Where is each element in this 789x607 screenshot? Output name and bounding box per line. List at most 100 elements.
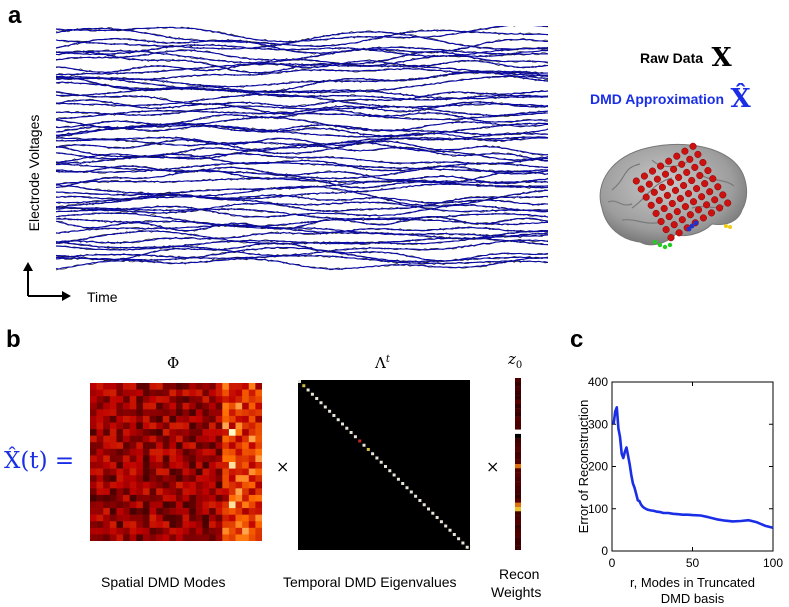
- heatmap-cell: [215, 442, 223, 450]
- heatmap-cell: [129, 402, 137, 410]
- heatmap-cell: [136, 462, 144, 469]
- recon-weights-vector: [515, 378, 521, 550]
- eigenvalue-entry: [452, 533, 456, 536]
- electrode-dot: [707, 209, 716, 217]
- heatmap-cell: [156, 409, 164, 417]
- dmd-trace: [56, 144, 548, 163]
- heatmap-cell: [116, 494, 124, 502]
- heatmap-cell: [123, 389, 130, 397]
- heatmap-cell: [222, 501, 230, 509]
- heatmap-cell: [222, 396, 230, 404]
- heatmap-cell: [96, 468, 104, 476]
- heatmap-cell: [182, 383, 190, 390]
- electrode-dot: [683, 168, 691, 176]
- heatmap-cell: [209, 501, 216, 509]
- heatmap-cell: [222, 521, 230, 529]
- heatmap-cell: [222, 462, 230, 469]
- weight-cell: [515, 382, 521, 387]
- heatmap-cell: [195, 415, 203, 423]
- weight-cell: [515, 485, 521, 490]
- heatmap-cell: [162, 534, 170, 541]
- heatmap-cell: [235, 389, 243, 397]
- heatmap-cell: [123, 435, 130, 443]
- heatmap-cell: [156, 455, 164, 463]
- eigenvalue-entry: [341, 422, 345, 426]
- heatmap-cell: [96, 455, 104, 463]
- heatmap-cell: [248, 462, 256, 469]
- heatmap-cell: [142, 448, 150, 456]
- eigenvalue-entry: [345, 426, 349, 430]
- heatmap-cell: [162, 396, 170, 404]
- electrode-dot: [681, 203, 689, 211]
- heatmap-cell: [169, 402, 177, 410]
- eigenvalue-entry: [375, 456, 379, 460]
- heatmap-cell: [116, 534, 124, 541]
- dmd-trace: [56, 99, 548, 114]
- heatmap-cell: [96, 475, 104, 483]
- heatmap-cell: [129, 514, 137, 522]
- heatmap-cell: [189, 415, 197, 423]
- dmd-trace: [56, 161, 548, 174]
- heatmap-cell: [242, 488, 250, 496]
- heatmap-cell: [156, 422, 164, 430]
- heatmap-cell: [235, 521, 243, 529]
- heatmap-cell: [116, 429, 124, 436]
- heatmap-cell: [255, 481, 262, 489]
- heatmap-cell: [182, 508, 190, 515]
- legend-dmd-label: DMD Approximation: [590, 91, 725, 107]
- heatmap-cell: [215, 429, 223, 436]
- heatmap-cell: [228, 488, 236, 496]
- heatmap-cell: [103, 442, 111, 450]
- heatmap-cell: [142, 429, 150, 436]
- heatmap-cell: [176, 415, 183, 423]
- dmd-trace: [56, 239, 548, 257]
- heatmap-cell: [222, 389, 230, 397]
- heatmap-cell: [255, 521, 262, 529]
- heatmap-cell: [235, 468, 243, 476]
- heatmap-cell: [149, 455, 157, 463]
- heatmap-cell: [176, 475, 183, 483]
- heatmap-cell: [255, 409, 262, 417]
- weight-cell: [515, 438, 521, 443]
- heatmap-cell: [90, 468, 97, 476]
- heatmap-cell: [202, 396, 210, 404]
- heatmap-cell: [248, 422, 256, 430]
- heatmap-cell: [109, 521, 117, 529]
- heatmap-cell: [96, 409, 104, 417]
- heatmap-cell: [156, 501, 164, 509]
- eigenvalue-entry: [422, 503, 426, 507]
- electrode-dot: [706, 188, 714, 196]
- weight-cell: [515, 511, 521, 516]
- heatmap-cell: [103, 475, 111, 483]
- heatmap-cell: [129, 534, 137, 541]
- heatmap-cell: [248, 455, 256, 463]
- heatmap-cell: [136, 415, 144, 423]
- heatmap-cell: [228, 521, 236, 529]
- heatmap-cell: [242, 481, 250, 489]
- heatmap-cell: [109, 402, 117, 410]
- weight-cell: [515, 425, 521, 430]
- heatmap-cell: [149, 383, 157, 390]
- legend-raw-label: Raw Data: [640, 50, 704, 66]
- weight-cell: [515, 494, 521, 499]
- heatmap-cell: [255, 402, 262, 410]
- dmd-trace: [56, 31, 548, 50]
- heatmap-cell: [162, 402, 170, 410]
- heatmap-cell: [195, 521, 203, 529]
- heatmap-cell: [255, 429, 262, 436]
- heatmap-cell: [195, 475, 203, 483]
- weight-cell: [515, 455, 521, 460]
- electrode-dot: [653, 175, 661, 183]
- electrode-dot: [684, 190, 693, 198]
- x-tick-label: 0: [609, 556, 616, 570]
- heatmap-cell: [142, 462, 150, 469]
- heatmap-cell: [103, 415, 111, 423]
- legend-dmd-symbol: X̂: [730, 84, 751, 114]
- heatmap-cell: [116, 475, 124, 483]
- electrode-dot: [676, 194, 684, 203]
- temporal-dmd-eigenvalues-matrix: [298, 380, 470, 550]
- weight-cell: [515, 416, 521, 422]
- heatmap-cell: [182, 429, 190, 436]
- electrode-dot: [693, 185, 701, 193]
- heatmap-cell: [136, 422, 144, 430]
